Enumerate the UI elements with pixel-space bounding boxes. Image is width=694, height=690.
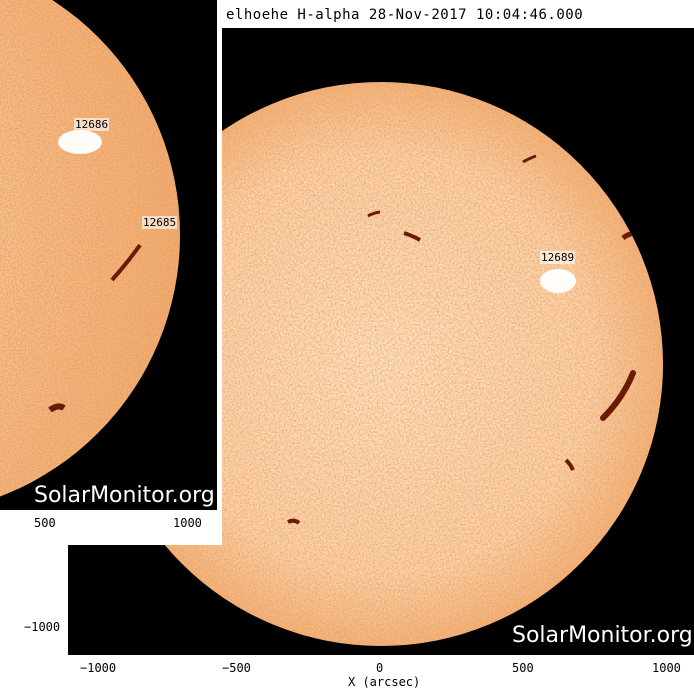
filament xyxy=(600,370,636,421)
filament xyxy=(564,458,575,471)
x-tick-label: 1000 xyxy=(652,661,681,675)
filament xyxy=(136,72,149,81)
filament xyxy=(110,243,142,282)
filament xyxy=(118,51,137,61)
x-tick-label: 500 xyxy=(512,661,534,675)
x-tick-label: −1000 xyxy=(80,661,117,675)
x-axis-label: X (arcsec) xyxy=(348,675,421,689)
y-tick-label: −1000 xyxy=(24,620,61,634)
inset-sun-svg xyxy=(0,0,180,510)
filament xyxy=(287,518,301,525)
filament xyxy=(522,154,537,164)
plage-bright-spot xyxy=(58,130,102,154)
filament xyxy=(48,403,66,413)
watermark: SolarMonitor.org xyxy=(512,623,693,648)
watermark: SolarMonitor.org xyxy=(34,483,215,508)
main-solar-image: 12689 SolarMonitor.org xyxy=(68,28,694,655)
plage-bright-spot xyxy=(540,269,576,293)
filament xyxy=(403,231,421,242)
chromosphere-texture xyxy=(0,0,180,510)
x-tick-label: 500 xyxy=(34,516,56,530)
x-tick-label: 1000 xyxy=(173,516,202,530)
x-tick-label: 0 xyxy=(376,661,384,675)
filament xyxy=(367,210,381,218)
region-label: 12685 xyxy=(142,216,178,229)
inset-solar-image: 12686 12685 SolarMonitor.org xyxy=(0,0,217,510)
region-label: 12686 xyxy=(74,118,110,131)
x-tick-label: −500 xyxy=(222,661,251,675)
main-title: elhoehe H-alpha 28-Nov-2017 10:04:46.000 xyxy=(226,7,584,23)
region-label: 12689 xyxy=(540,251,576,264)
